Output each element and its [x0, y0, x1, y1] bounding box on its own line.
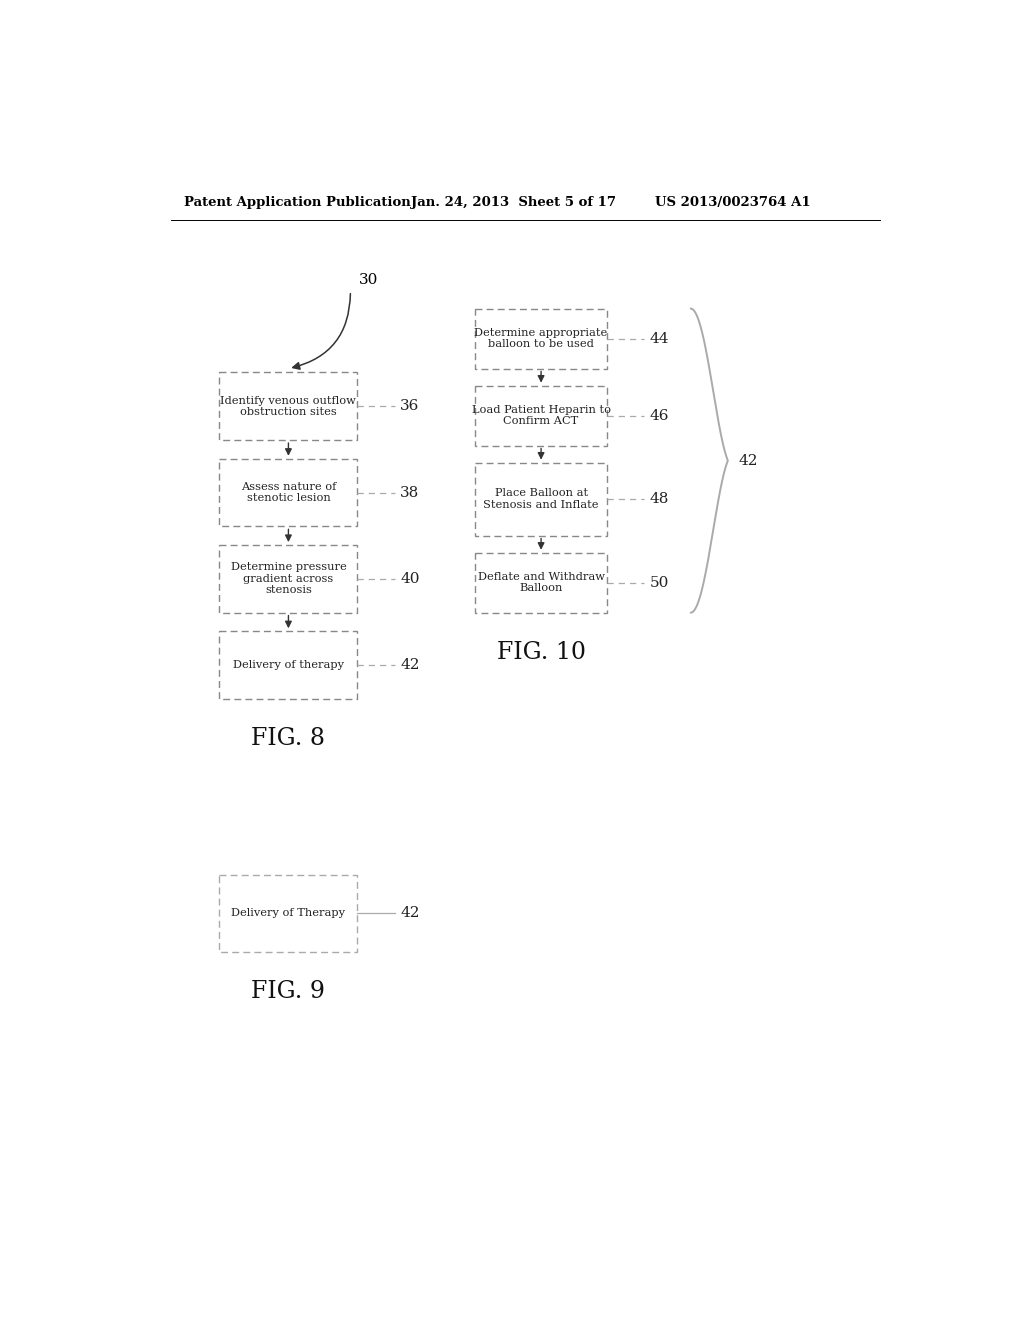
Text: 42: 42: [400, 906, 420, 920]
Text: FIG. 10: FIG. 10: [497, 642, 586, 664]
Text: 40: 40: [400, 572, 420, 586]
Text: Jan. 24, 2013  Sheet 5 of 17: Jan. 24, 2013 Sheet 5 of 17: [411, 195, 615, 209]
Bar: [475, 309, 607, 368]
Bar: [219, 631, 357, 700]
Text: Identify venous outflow
obstruction sites: Identify venous outflow obstruction site…: [220, 396, 356, 417]
Text: Delivery of Therapy: Delivery of Therapy: [231, 908, 345, 917]
Text: 50: 50: [649, 576, 669, 590]
Text: 30: 30: [359, 273, 378, 286]
Text: Load Patient Heparin to
Confirm ACT: Load Patient Heparin to Confirm ACT: [472, 405, 610, 426]
Bar: [219, 372, 357, 441]
Bar: [475, 385, 607, 446]
Text: 48: 48: [649, 492, 669, 506]
Text: FIG. 8: FIG. 8: [252, 727, 326, 751]
Text: 38: 38: [400, 486, 419, 499]
Text: 42: 42: [738, 454, 758, 467]
Text: FIG. 9: FIG. 9: [252, 979, 326, 1003]
Text: Deflate and Withdraw
Balloon: Deflate and Withdraw Balloon: [477, 572, 604, 594]
Text: Determine appropriate
balloon to be used: Determine appropriate balloon to be used: [474, 327, 607, 350]
Bar: [219, 874, 357, 952]
Text: Assess nature of
stenotic lesion: Assess nature of stenotic lesion: [241, 482, 336, 503]
Text: 36: 36: [400, 400, 420, 413]
Text: Place Balloon at
Stenosis and Inflate: Place Balloon at Stenosis and Inflate: [483, 488, 599, 510]
Bar: [219, 545, 357, 612]
Bar: [219, 459, 357, 527]
Bar: [475, 462, 607, 536]
Text: Determine pressure
gradient across
stenosis: Determine pressure gradient across steno…: [230, 562, 346, 595]
Text: 44: 44: [649, 331, 669, 346]
Text: US 2013/0023764 A1: US 2013/0023764 A1: [655, 195, 811, 209]
Text: Patent Application Publication: Patent Application Publication: [183, 195, 411, 209]
Text: 46: 46: [649, 409, 669, 422]
Text: Delivery of therapy: Delivery of therapy: [232, 660, 344, 671]
Text: 42: 42: [400, 659, 420, 672]
Bar: [475, 553, 607, 612]
